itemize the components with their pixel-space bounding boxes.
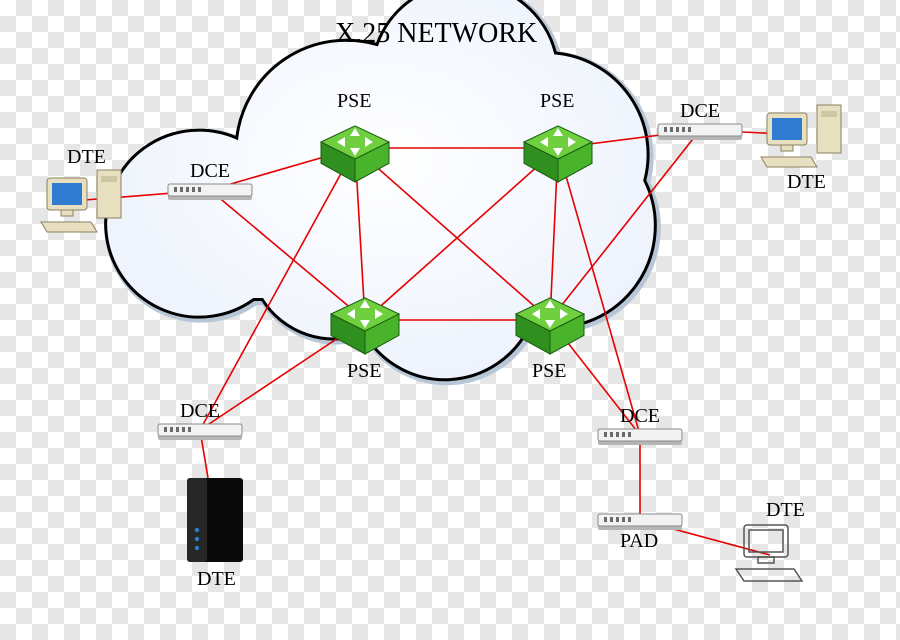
node-label: DCE (180, 400, 220, 423)
node-label: DTE (197, 568, 236, 591)
node-label: PSE (337, 90, 371, 113)
node-label: PSE (347, 360, 381, 383)
dce-node (158, 424, 242, 440)
node-label: DCE (190, 160, 230, 183)
dce-node (598, 429, 682, 445)
server-node (187, 478, 243, 562)
diagram-title: X.25 NETWORK (335, 18, 537, 50)
node-label: DTE (766, 499, 805, 522)
dce-node (658, 124, 742, 140)
node-label: DCE (620, 405, 660, 428)
dce-node (598, 514, 682, 530)
node-label: DTE (787, 171, 826, 194)
terminal-node (736, 525, 802, 581)
diagram-stage: { "title": "X.25 NETWORK", "title_pos": … (0, 0, 900, 640)
pc-node (761, 105, 841, 167)
node-label: PSE (540, 90, 574, 113)
node-label: DCE (680, 100, 720, 123)
node-label: PSE (532, 360, 566, 383)
node-label: PAD (620, 530, 658, 553)
diagram-svg (0, 0, 900, 640)
node-label: DTE (67, 146, 106, 169)
dce-node (168, 184, 252, 200)
